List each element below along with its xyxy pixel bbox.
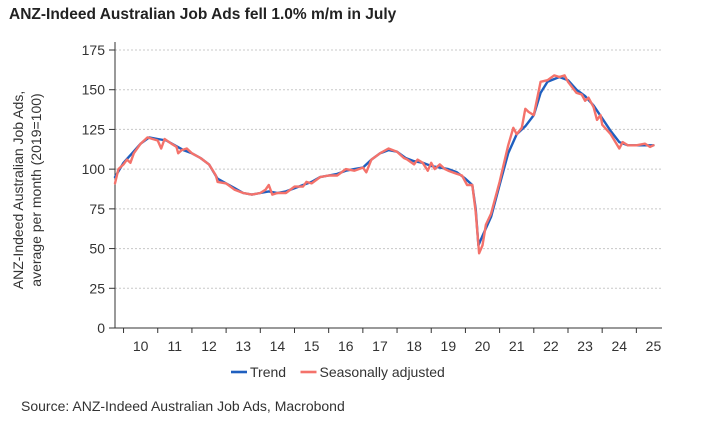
- y-tick-label: 75: [89, 201, 105, 217]
- source-note: Source: ANZ-Indeed Australian Job Ads, M…: [21, 398, 345, 414]
- x-tick-label: 10: [133, 338, 149, 354]
- line-chart: 0 25 50 75 100 125 150 175 10 11 12 13 14 15 16 17 18 19 2…: [82, 42, 662, 380]
- chart-title: ANZ-Indeed Australian Job Ads fell 1.0% …: [9, 6, 397, 23]
- legend-label: Trend: [250, 364, 286, 380]
- series-line: [113, 74, 655, 255]
- x-tick-label: 20: [475, 338, 491, 354]
- x-tick-label: 21: [509, 338, 525, 354]
- x-tick-label: 12: [201, 338, 217, 354]
- series-line: [113, 75, 655, 247]
- x-tick-label: 23: [577, 338, 593, 354]
- x-tick-label: 13: [235, 338, 251, 354]
- legend-label: Seasonally adjusted: [320, 364, 445, 380]
- x-tick-label: 17: [372, 338, 388, 354]
- y-tick-label: 0: [97, 320, 105, 336]
- y-tick-label: 125: [82, 121, 106, 137]
- x-tick-label: 19: [441, 338, 457, 354]
- x-tick-label: 22: [543, 338, 559, 354]
- x-tick-label: 14: [270, 338, 286, 354]
- y-tick-label: 100: [82, 161, 106, 177]
- x-tick-label: 25: [646, 338, 662, 354]
- x-tick-label: 15: [304, 338, 320, 354]
- y-tick-label: 175: [82, 42, 106, 58]
- x-tick-label: 16: [338, 338, 354, 354]
- x-tick-label: 11: [168, 338, 183, 354]
- x-tick-label: 24: [611, 338, 627, 354]
- y-tick-label: 50: [89, 241, 105, 257]
- x-tick-label: 18: [406, 338, 422, 354]
- y-tick-label: 150: [82, 82, 106, 98]
- y-tick-label: 25: [89, 280, 105, 296]
